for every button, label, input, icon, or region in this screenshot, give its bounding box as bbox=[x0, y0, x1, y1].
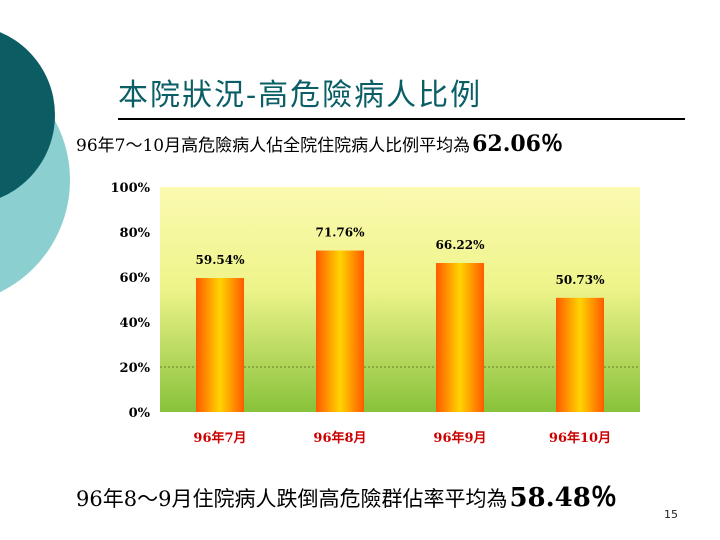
x-tick-label: 96年8月 bbox=[313, 430, 366, 446]
bar bbox=[436, 263, 484, 412]
y-tick-label: 40% bbox=[120, 316, 151, 331]
decorative-circles bbox=[0, 32, 70, 293]
x-tick-label: 96年7月 bbox=[193, 430, 246, 446]
bar bbox=[556, 297, 604, 412]
data-label: 66.22% bbox=[436, 238, 486, 252]
y-tick-label: 0% bbox=[129, 406, 151, 421]
x-axis: 96年7月 96年8月 96年9月 96年10月 bbox=[193, 430, 611, 446]
bar-chart: 0% 20% 40% 60% 80% 100% 59.54% 71.76% 66.22% 50.… bbox=[111, 181, 640, 446]
data-label: 59.54% bbox=[196, 253, 246, 267]
slide-subtitle: 96年7～10月高危險病人佔全院住院病人比例平均為62.06％ bbox=[76, 126, 563, 158]
slide-title: 本院狀況-高危險病人比例 bbox=[118, 78, 483, 113]
subtitle-text: 96年7～10月高危險病人佔全院住院病人比例平均為 bbox=[76, 136, 471, 156]
title-underline bbox=[118, 118, 685, 120]
footnote-value: 58.48％ bbox=[509, 483, 617, 513]
y-tick-label: 20% bbox=[120, 361, 151, 376]
slide-footnote: 96年8～9月住院病人跌倒高危險群佔率平均為58.48％ bbox=[76, 477, 617, 514]
bar bbox=[316, 250, 364, 412]
y-axis: 0% 20% 40% 60% 80% 100% bbox=[111, 181, 151, 421]
dark-circle bbox=[0, 32, 55, 198]
y-tick-label: 80% bbox=[120, 226, 151, 241]
page-number: 15 bbox=[664, 508, 678, 521]
y-tick-label: 60% bbox=[120, 271, 151, 286]
bars: 59.54% 71.76% 66.22% 50.73% bbox=[196, 226, 606, 412]
bar bbox=[196, 278, 244, 412]
data-label: 71.76% bbox=[316, 226, 366, 240]
x-tick-label: 96年10月 bbox=[549, 430, 611, 446]
y-tick-label: 100% bbox=[111, 181, 151, 196]
subtitle-value: 62.06％ bbox=[472, 131, 563, 157]
footnote-text: 96年8～9月住院病人跌倒高危險群佔率平均為 bbox=[76, 487, 508, 511]
data-label: 50.73% bbox=[556, 273, 606, 287]
x-tick-label: 96年9月 bbox=[433, 430, 486, 446]
